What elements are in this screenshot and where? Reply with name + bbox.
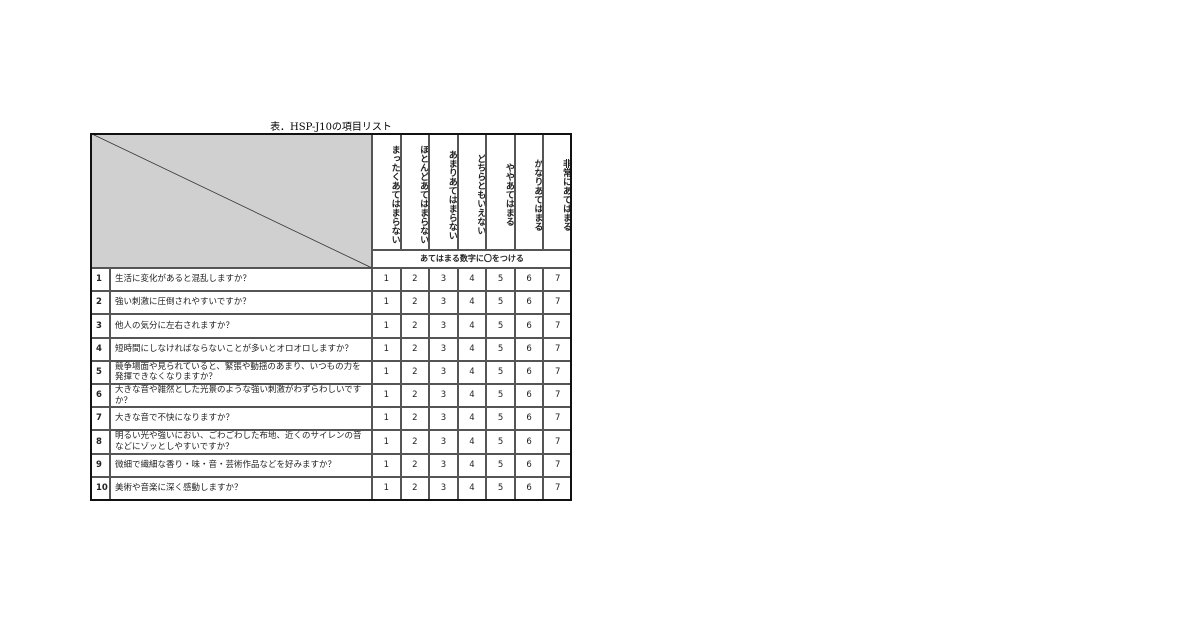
scale-value: 4 bbox=[457, 291, 487, 315]
scale-value: 4 bbox=[457, 314, 487, 338]
scale-value: 3 bbox=[429, 268, 458, 292]
scale-value: 2 bbox=[400, 384, 430, 408]
scale-value: 4 bbox=[457, 430, 487, 454]
scale-value: 6 bbox=[514, 453, 544, 477]
scale-value: 5 bbox=[486, 337, 515, 361]
scale-value: 3 bbox=[429, 430, 458, 454]
scale-value: 5 bbox=[486, 430, 515, 454]
item-text: 生活に変化があると混乱しますか？ bbox=[110, 268, 372, 292]
scale-value: 2 bbox=[400, 337, 430, 361]
scale-value: 5 bbox=[486, 314, 515, 338]
item-text: 明るい光や強いにおい、ごわごわした布地、近くのサイレンの音などにゾッとしやすいで… bbox=[110, 430, 372, 454]
scale-value: 6 bbox=[514, 291, 544, 315]
scale-value: 1 bbox=[372, 314, 401, 338]
item-text: 短時間にしなければならないことが多いとオロオロしますか？ bbox=[110, 337, 372, 361]
scale-value: 1 bbox=[372, 360, 401, 384]
scale-value: 3 bbox=[429, 337, 458, 361]
scale-value: 5 bbox=[486, 360, 515, 384]
scale-value: 3 bbox=[429, 453, 458, 477]
scale-value: 1 bbox=[372, 337, 401, 361]
scale-value: 5 bbox=[486, 291, 515, 315]
item-text: 微細で繊細な香り・味・音・芸術作品などを好みますか？ bbox=[110, 453, 372, 477]
scale-value: 6 bbox=[514, 360, 544, 384]
scale-value: 2 bbox=[400, 453, 430, 477]
scale-value: 6 bbox=[514, 268, 544, 292]
scale-value: 1 bbox=[372, 430, 401, 454]
scale-value: 1 bbox=[372, 268, 401, 292]
scale-value: 5 bbox=[486, 384, 515, 408]
scale-value: 4 bbox=[457, 384, 487, 408]
scale-value: 3 bbox=[429, 360, 458, 384]
scale-value: 4 bbox=[457, 407, 487, 431]
item-text: 他人の気分に左右されますか？ bbox=[110, 314, 372, 338]
scale-value: 3 bbox=[429, 407, 458, 431]
scale-value: 5 bbox=[486, 268, 515, 292]
scale-value: 4 bbox=[457, 337, 487, 361]
scale-value: 2 bbox=[400, 314, 430, 338]
scale-value: 6 bbox=[514, 384, 544, 408]
item-text: 強い刺激に圧倒されやすいですか？ bbox=[110, 291, 372, 315]
scale-value: 5 bbox=[486, 453, 515, 477]
scale-value: 1 bbox=[372, 407, 401, 431]
scale-value: 4 bbox=[457, 268, 487, 292]
scale-value: 6 bbox=[514, 337, 544, 361]
scale-value: 3 bbox=[429, 314, 458, 338]
scale-value: 6 bbox=[514, 314, 544, 338]
item-text: 大きな音や雑然とした光景のような強い刺激がわずらわしいですか？ bbox=[110, 384, 372, 408]
scale-value: 2 bbox=[400, 360, 430, 384]
scale-value: 3 bbox=[429, 291, 458, 315]
scale-value: 4 bbox=[457, 360, 487, 384]
scale-value: 1 bbox=[372, 453, 401, 477]
table-title: 表．HSP-J10の項目リスト bbox=[270, 122, 392, 133]
diagonal: 050100150200246HSP-J10の平均値人数 bbox=[90, 133, 372, 268]
scale-value: 2 bbox=[400, 291, 430, 315]
item-text: 競争場面や見られていると、緊張や動揺のあまり、いつもの力を発揮できなくなりますか… bbox=[110, 360, 372, 384]
scale-value: 5 bbox=[486, 407, 515, 431]
scale-value: 1 bbox=[372, 291, 401, 315]
scale-value: 2 bbox=[400, 268, 430, 292]
scale-value: 2 bbox=[400, 430, 430, 454]
scale-value: 4 bbox=[457, 453, 487, 477]
item-text: 大きな音で不快になりますか？ bbox=[110, 407, 372, 431]
table-frame bbox=[90, 133, 572, 501]
scale-value: 2 bbox=[400, 407, 430, 431]
scale-value: 6 bbox=[514, 407, 544, 431]
scale-value: 1 bbox=[372, 384, 401, 408]
scale-value: 6 bbox=[514, 430, 544, 454]
scale-value: 3 bbox=[429, 384, 458, 408]
